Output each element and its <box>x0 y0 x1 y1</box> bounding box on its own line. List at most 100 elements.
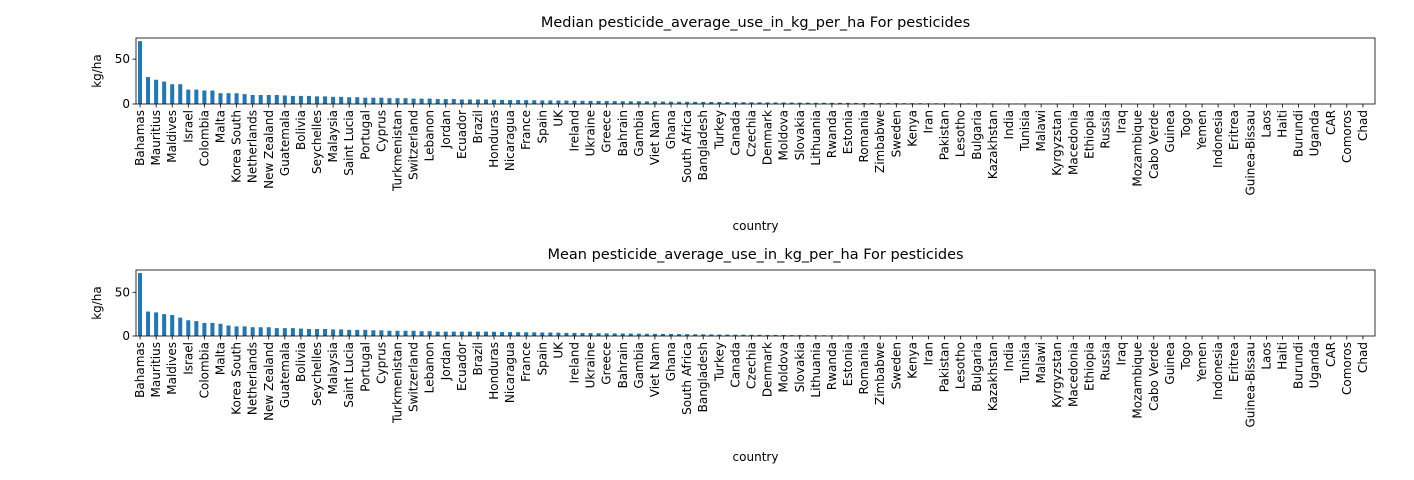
x-tick-label: Uganda <box>1308 342 1322 388</box>
x-tick-label: South Africa <box>680 342 694 415</box>
bar <box>612 101 617 104</box>
bar <box>733 102 738 104</box>
bar <box>500 331 505 336</box>
bar <box>894 103 899 104</box>
x-tick-label: Israel <box>181 342 195 375</box>
bar <box>379 330 384 336</box>
bar <box>427 331 432 336</box>
x-tick-label: Bahrain <box>616 342 630 388</box>
x-tick-label: Mozambique <box>1131 342 1145 419</box>
x-tick-label: Bulgaria <box>970 342 984 392</box>
bar <box>789 102 794 104</box>
bar <box>331 329 336 336</box>
bar <box>306 95 311 104</box>
bar <box>154 79 159 104</box>
bar <box>580 100 585 104</box>
x-tick-label: Maldives <box>165 110 179 163</box>
bar <box>266 95 271 104</box>
x-tick-label: Turkey <box>712 342 726 382</box>
bar <box>693 101 698 104</box>
x-tick-label: Rwanda <box>825 342 839 390</box>
bar <box>154 312 159 336</box>
x-tick-label: Netherlands <box>246 110 260 183</box>
x-tick-label: Brazil <box>471 342 485 376</box>
bar <box>620 333 625 336</box>
bar <box>725 334 730 336</box>
bar <box>837 102 842 104</box>
x-tick-label: Czechia <box>744 342 758 389</box>
bar <box>371 97 376 104</box>
bar <box>709 334 714 336</box>
x-tick-label: Ethiopia <box>1082 342 1096 391</box>
x-tick-label: Togo <box>1179 342 1193 371</box>
x-tick-label: Ethiopia <box>1082 110 1096 159</box>
x-tick-label: Colombia <box>197 110 211 166</box>
y-axis-label: kg/ha <box>90 286 104 320</box>
bar <box>644 333 649 336</box>
bar <box>162 314 167 336</box>
x-tick-label: Bahrain <box>616 110 630 156</box>
bar <box>363 97 368 104</box>
bar <box>419 331 424 336</box>
bar <box>862 103 867 104</box>
x-tick-label: Bulgaria <box>970 110 984 160</box>
x-tick-label: Russia <box>1098 342 1112 381</box>
x-tick-label: Indonesia <box>1211 110 1225 168</box>
bar <box>540 332 545 336</box>
bar <box>178 84 183 104</box>
x-tick-label: Zimbabwe <box>873 110 887 173</box>
bar <box>387 98 392 104</box>
x-tick-label: Chad <box>1356 342 1370 373</box>
x-tick-label: Indonesia <box>1211 342 1225 400</box>
bar <box>387 330 392 336</box>
bar <box>781 335 786 336</box>
bar <box>234 326 239 336</box>
x-tick-label: Brazil <box>471 110 485 144</box>
x-tick-label: New Zealand <box>262 110 276 189</box>
x-tick-label: Jordan <box>439 110 453 149</box>
bar <box>138 273 143 336</box>
bar <box>363 329 368 336</box>
x-tick-label: Laos <box>1259 342 1273 370</box>
bar <box>298 328 303 336</box>
x-tick-label: Viet Nam <box>648 110 662 165</box>
bar <box>170 315 175 336</box>
bar <box>242 326 247 336</box>
bar <box>403 98 408 104</box>
x-tick-label: UK <box>551 109 565 127</box>
x-tick-label: Chad <box>1356 110 1370 141</box>
bar <box>508 332 513 336</box>
bar <box>508 99 513 104</box>
bar <box>274 328 279 336</box>
bar <box>781 102 786 104</box>
bar <box>669 333 674 336</box>
x-tick-label: Malawi <box>1034 342 1048 384</box>
bar <box>548 100 553 104</box>
bar <box>749 102 754 104</box>
bar <box>202 322 207 336</box>
x-tick-label: Spain <box>535 110 549 144</box>
bar <box>620 101 625 104</box>
axes-frame <box>135 269 1376 337</box>
bar <box>186 89 191 104</box>
bar <box>693 334 698 336</box>
x-tick-label: Macedonia <box>1066 110 1080 175</box>
x-tick-label: India <box>1002 342 1016 371</box>
bar <box>652 101 657 104</box>
bar <box>315 329 320 336</box>
bar <box>572 332 577 336</box>
bar <box>306 329 311 336</box>
axes-frame <box>135 37 1376 105</box>
bar <box>701 101 706 104</box>
x-tick-label: UK <box>551 341 565 359</box>
x-tick-label: Czechia <box>744 110 758 157</box>
x-tick-label: Cabo Verde <box>1147 110 1161 179</box>
bar <box>226 325 231 336</box>
x-tick-label: Nicaragua <box>503 110 517 171</box>
x-tick-label: Estonia <box>841 110 855 154</box>
x-tick-label: Iran <box>921 110 935 133</box>
bar <box>258 327 263 336</box>
chart-title: Mean pesticide_average_use_in_kg_per_ha … <box>547 247 963 263</box>
bar <box>564 332 569 336</box>
x-tick-label: Guatemala <box>278 110 292 176</box>
